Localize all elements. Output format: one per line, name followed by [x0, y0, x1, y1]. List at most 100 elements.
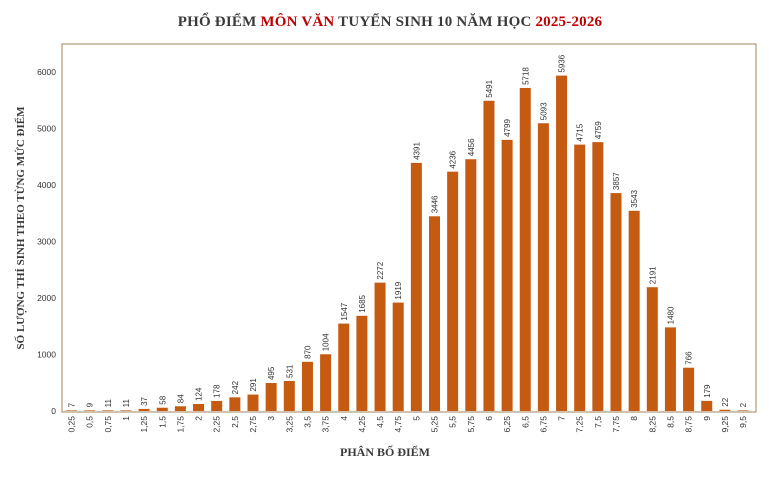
x-tick-label: 2,75: [248, 416, 258, 433]
bar: [283, 380, 295, 411]
bar: [646, 287, 658, 411]
x-tick-label: 7,25: [575, 416, 585, 433]
bar: [138, 408, 150, 411]
bar: [84, 410, 96, 411]
bar: [66, 410, 77, 411]
data-label: 5093: [539, 102, 548, 120]
x-tick-label: 4,5: [375, 416, 385, 428]
x-tick-label: 6,25: [502, 416, 512, 433]
bar: [120, 410, 132, 411]
bar: [429, 216, 440, 411]
data-label: 84: [176, 394, 185, 403]
data-label: 4759: [594, 121, 603, 139]
bar: [465, 159, 477, 411]
data-label: 1919: [394, 281, 403, 299]
bar: [701, 400, 713, 411]
x-tick-label: 3,25: [284, 416, 294, 433]
x-tick-label: 2,25: [212, 416, 222, 433]
x-tick-label: 6,5: [520, 416, 530, 428]
bar: [102, 410, 114, 411]
bars: [66, 75, 749, 412]
data-label: 2191: [648, 266, 657, 284]
data-label: 3543: [630, 189, 639, 207]
y-axis: 0 1000 2000 3000 4000 5000 6000: [37, 67, 56, 416]
x-tick-label: 8: [629, 416, 639, 421]
data-label: 5718: [521, 67, 530, 85]
data-label: 1685: [358, 294, 367, 312]
x-tick-label: 9: [702, 416, 712, 421]
y-tick-label: 2000: [37, 293, 56, 303]
bar: [537, 123, 549, 412]
bar: [211, 400, 223, 411]
x-tick-label: 6,75: [538, 416, 548, 433]
x-axis-label: PHÂN BỐ ĐIỂM: [340, 444, 430, 459]
bar: [265, 383, 277, 411]
x-tick-label: 9,25: [720, 416, 730, 433]
data-label: 37: [140, 396, 149, 405]
data-label: 2272: [376, 261, 385, 279]
chart-title: PHỔ ĐIỂM MÔN VĂN TUYỂN SINH 10 NĂM HỌC 2…: [0, 14, 780, 31]
x-tick-label: 3,5: [302, 416, 312, 428]
title-year: 2025-2026: [535, 14, 603, 30]
x-tick-label: 7,5: [593, 416, 603, 428]
bar: [574, 144, 586, 412]
data-label: 5936: [558, 54, 567, 72]
data-label: 3446: [431, 195, 440, 213]
bar: [483, 100, 495, 412]
data-label: 179: [703, 384, 712, 398]
bar: [338, 323, 350, 411]
data-label: 495: [267, 366, 276, 380]
x-tick-label: 2: [194, 416, 204, 421]
data-label: 1547: [340, 302, 349, 320]
bar: [356, 315, 368, 411]
data-label: 1004: [322, 333, 331, 351]
bar: [174, 406, 186, 411]
data-label: 11: [122, 399, 131, 408]
x-tick-label: 4,25: [357, 416, 367, 433]
x-tick-label: 3: [266, 416, 276, 421]
bar: [501, 139, 513, 411]
bar: [664, 327, 676, 411]
data-label: 4715: [576, 123, 585, 141]
y-tick-label: 5000: [37, 124, 56, 134]
bar: [737, 410, 749, 411]
x-tick-label: 8,25: [647, 416, 657, 433]
x-tick-label: 4,75: [393, 416, 403, 433]
bar: [374, 282, 386, 411]
bar: [410, 162, 422, 411]
bar: [301, 361, 313, 411]
data-label: 1480: [666, 306, 675, 324]
y-tick-label: 4000: [37, 180, 56, 190]
data-label: 4236: [449, 150, 458, 168]
x-tick-label: 1,5: [157, 416, 167, 428]
bar: [193, 403, 205, 411]
y-tick-label: 0: [51, 406, 56, 416]
bar: [229, 397, 241, 411]
data-labels: 7 9 11 11 37 58 84 124 178 242 291 495 531 870 1004 154…: [68, 54, 749, 407]
data-label: 124: [195, 387, 204, 401]
x-tick-label: 7,75: [611, 416, 621, 433]
x-tick-label: 1: [121, 416, 131, 421]
x-tick-label: 2,5: [230, 416, 240, 428]
data-label: 291: [249, 378, 258, 392]
y-tick-label: 1000: [37, 350, 56, 360]
bar: [156, 407, 168, 411]
data-label: 4799: [503, 119, 512, 137]
bar: [392, 302, 404, 411]
x-tick-label: 5,5: [448, 416, 458, 428]
bar: [447, 171, 459, 411]
data-label: 9: [86, 402, 95, 407]
data-label: 58: [158, 395, 167, 404]
bar: [519, 87, 531, 412]
data-label: 22: [721, 397, 730, 406]
x-tick-label: 1,25: [139, 416, 149, 433]
bar: [247, 394, 259, 411]
bar: [592, 142, 604, 411]
data-label: 2: [739, 402, 748, 407]
x-tick-label: 5: [411, 416, 421, 421]
y-axis-label: SỐ LƯỢNG THÍ SINH THEO TỪNG MỨC ĐIỂM: [14, 106, 27, 350]
data-label: 4391: [412, 142, 421, 160]
y-tick-label: 3000: [37, 237, 56, 247]
data-label: 870: [303, 345, 312, 359]
